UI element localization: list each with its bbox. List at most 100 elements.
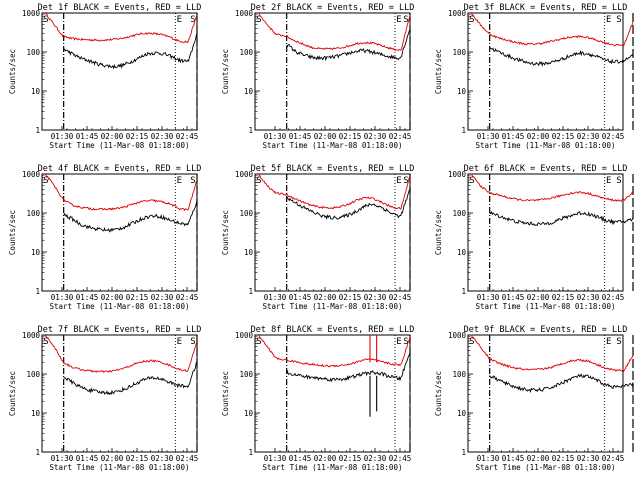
x-axis-label: Start Time (11-Mar-08 01:18:00) [263,302,403,311]
series-events [286,352,411,383]
y-tick-label: 100 [239,48,253,57]
x-tick-label: 02:15 [126,454,149,463]
y-tick-label: 100 [452,48,466,57]
series-events [489,47,634,67]
flag-label: E [396,15,401,25]
plot-frame [467,12,624,131]
x-tick-label: 02:00 [101,454,124,463]
y-tick-label: 10 [457,248,467,257]
flag-label: S [403,337,408,347]
x-tick-label: 01:45 [76,293,99,302]
panel-det-4: Det 4f BLACK = Events, RED = LLD 1 10 100 10… [8,164,201,311]
panel-title: Det 6f BLACK = Events, RED = LLD [464,164,628,174]
flag-label: S [190,15,195,25]
panel-title: Det 8f BLACK = Events, RED = LLD [251,325,415,335]
x-tick-label: 02:15 [339,293,362,302]
flag-label: S [43,15,48,25]
series-events [63,199,198,233]
y-tick-label: 1000 [235,331,254,340]
y-tick-label: 1 [461,448,466,457]
series-lld [44,173,198,212]
x-tick-label: 01:45 [502,293,525,302]
x-tick-label: 01:45 [289,132,312,141]
panel-title: Det 7f BLACK = Events, RED = LLD [38,325,202,335]
x-tick-label: 02:15 [552,454,575,463]
x-tick-label: 01:30 [264,293,287,302]
y-axis-label: Counts/sec [8,210,17,255]
x-tick-label: 02:30 [364,132,387,141]
y-tick-label: 1000 [448,9,467,18]
y-axis-label: Counts/sec [434,49,443,94]
flag-label: E [606,337,611,347]
panel-det-2: Det 2f BLACK = Events, RED = LLD 1 10 100 10… [221,3,414,150]
y-tick-label: 10 [31,409,41,418]
y-tick-label: 1000 [22,9,41,18]
plot-frame [254,12,411,131]
x-tick-label: 01:45 [76,132,99,141]
plot-frame [41,173,198,292]
flag-label: S [43,176,48,186]
flag-label: S [469,337,474,347]
y-tick-label: 1 [35,448,40,457]
x-tick-label: 02:00 [314,132,337,141]
series-events [63,361,198,396]
y-axis-label: Counts/sec [434,210,443,255]
y-tick-label: 100 [452,209,466,218]
x-tick-label: 01:30 [51,454,74,463]
x-axis-label: Start Time (11-Mar-08 01:18:00) [50,302,190,311]
x-tick-label: 02:45 [176,454,199,463]
x-tick-label: 02:45 [389,454,412,463]
y-tick-label: 10 [244,87,254,96]
x-tick-label: 02:15 [552,132,575,141]
x-tick-label: 02:30 [577,132,600,141]
series-lld [470,11,634,47]
y-tick-label: 1 [461,126,466,135]
flag-label: S [190,176,195,186]
flag-label: S [256,337,261,347]
series-events [489,373,634,394]
flag-label: S [616,176,621,186]
y-tick-label: 10 [457,409,467,418]
plot-frame [467,334,624,453]
plot-frame [254,334,411,453]
x-tick-label: 01:30 [264,132,287,141]
x-tick-label: 02:30 [577,293,600,302]
y-tick-label: 10 [457,87,467,96]
y-tick-label: 1 [248,448,253,457]
x-tick-label: 02:45 [389,293,412,302]
y-tick-label: 10 [31,87,41,96]
panel-title: Det 5f BLACK = Events, RED = LLD [251,164,415,174]
flag-label: E [177,337,182,347]
panel-det-9: Det 9f BLACK = Events, RED = LLD 1 10 100 10… [434,325,634,472]
panel-title: Det 2f BLACK = Events, RED = LLD [251,3,415,13]
y-tick-label: 100 [26,48,40,57]
x-tick-label: 02:00 [527,454,550,463]
x-tick-label: 02:45 [389,132,412,141]
x-tick-label: 01:30 [477,293,500,302]
y-tick-label: 1000 [235,170,254,179]
flag-label: S [403,15,408,25]
x-tick-label: 02:00 [314,454,337,463]
x-tick-label: 01:30 [264,454,287,463]
series-events [63,32,198,70]
x-tick-label: 01:45 [502,132,525,141]
series-lld [470,173,634,203]
flag-label: S [616,337,621,347]
panel-det-6: Det 6f BLACK = Events, RED = LLD 1 10 100 10… [434,164,634,311]
x-tick-label: 02:45 [176,293,199,302]
y-tick-label: 1 [461,287,466,296]
panel-det-1: Det 1f BLACK = Events, RED = LLD 1 10 100 10… [8,3,201,150]
flag-label: S [469,15,474,25]
flag-label: E [177,15,182,25]
y-axis-label: Counts/sec [221,210,230,255]
x-tick-label: 02:45 [176,132,199,141]
panel-det-7: Det 7f BLACK = Events, RED = LLD 1 10 100 10… [8,325,201,472]
plot-frame [41,334,198,453]
panel-title: Det 1f BLACK = Events, RED = LLD [38,3,202,13]
series-events [286,188,411,220]
series-lld [257,11,411,52]
flag-label: E [396,176,401,186]
y-tick-label: 10 [244,409,254,418]
y-tick-label: 1000 [235,9,254,18]
flag-label: E [396,337,401,347]
